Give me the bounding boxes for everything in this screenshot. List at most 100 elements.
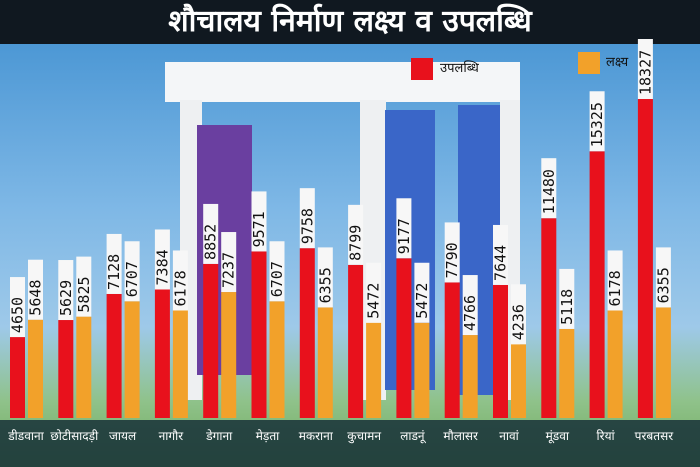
value-label-box bbox=[541, 158, 557, 219]
category-label-13: रियां bbox=[597, 429, 616, 443]
achievement-value-7: 9758 bbox=[298, 208, 316, 244]
value-label-box bbox=[462, 275, 478, 336]
achievement-value-6: 9571 bbox=[250, 211, 268, 247]
target-bar-10 bbox=[462, 335, 478, 418]
achievement-bar-4 bbox=[154, 289, 170, 418]
achievement-bar-11 bbox=[493, 284, 508, 418]
target-bar-11 bbox=[511, 344, 526, 418]
target-value-5: 7237 bbox=[220, 252, 238, 288]
achievement-bar-10 bbox=[444, 282, 460, 418]
achievement-bar-2 bbox=[58, 320, 74, 418]
achievement-value-10: 7790 bbox=[443, 242, 461, 278]
value-label-box bbox=[269, 241, 285, 302]
target-bar-8 bbox=[366, 322, 382, 418]
achievement-bar-12 bbox=[541, 218, 557, 418]
value-label-box bbox=[637, 39, 653, 100]
achievement-value-3: 7128 bbox=[105, 254, 123, 290]
achievement-value-8: 8799 bbox=[347, 225, 365, 261]
achievement-value-5: 8852 bbox=[202, 224, 220, 260]
target-bar-1 bbox=[28, 319, 43, 418]
category-strip bbox=[0, 420, 700, 467]
target-value-7: 6355 bbox=[316, 267, 334, 303]
category-label-9: लाडनूं bbox=[400, 429, 426, 444]
value-label-box bbox=[366, 262, 382, 323]
target-value-2: 5825 bbox=[75, 276, 93, 312]
legend-label-achievement: उपलब्धि bbox=[440, 60, 480, 76]
category-labels: डीडवाना छोटीसादड़ी जायल नागौर डेगाना मेड़ता मक… bbox=[7, 429, 674, 444]
value-label-box bbox=[76, 256, 92, 317]
achievement-bar-14 bbox=[637, 99, 653, 418]
legend-swatch-target bbox=[578, 52, 600, 74]
value-label-box bbox=[299, 188, 315, 249]
value-label-box bbox=[154, 229, 170, 290]
achievement-value-2: 5629 bbox=[57, 280, 75, 316]
target-bar-9 bbox=[414, 322, 430, 418]
achievement-bar-13 bbox=[589, 151, 605, 419]
target-bar-2 bbox=[76, 316, 92, 418]
category-label-6: मेड़ता bbox=[256, 429, 280, 443]
value-label-box bbox=[106, 233, 122, 294]
achievement-bar-5 bbox=[203, 263, 219, 418]
value-label-box bbox=[396, 198, 412, 259]
target-value-9: 5472 bbox=[413, 283, 431, 319]
value-label-box bbox=[10, 277, 25, 338]
title-bar bbox=[0, 0, 700, 44]
value-label-box bbox=[221, 232, 237, 293]
category-label-3: जायल bbox=[109, 429, 137, 443]
target-value-10: 4766 bbox=[461, 295, 479, 331]
category-label-11: नावां bbox=[499, 429, 519, 443]
bar-marks bbox=[10, 99, 671, 419]
value-label-box bbox=[348, 204, 364, 265]
target-bar-12 bbox=[559, 328, 575, 418]
category-label-10: मौलासर bbox=[443, 429, 479, 443]
target-bar-7 bbox=[317, 307, 333, 418]
achievement-bar-8 bbox=[348, 264, 364, 418]
target-bar-14 bbox=[655, 307, 671, 418]
achievement-value-12: 11480 bbox=[540, 169, 558, 214]
target-value-6: 6707 bbox=[268, 261, 286, 297]
target-value-14: 6355 bbox=[654, 267, 672, 303]
category-label-12: मूंडवा bbox=[546, 429, 570, 444]
target-bar-4 bbox=[172, 310, 188, 418]
category-label-4: नागौर bbox=[159, 429, 185, 443]
achievement-value-9: 9177 bbox=[395, 218, 413, 254]
category-label-14: परबतसर bbox=[635, 429, 675, 443]
category-label-1: डीडवाना bbox=[7, 429, 44, 443]
category-label-8: कुचामन bbox=[347, 429, 381, 444]
legend-swatch-achievement bbox=[411, 58, 433, 80]
value-label-box bbox=[607, 250, 623, 311]
value-label-box bbox=[511, 284, 526, 345]
target-bar-3 bbox=[124, 301, 140, 418]
value-label-box bbox=[203, 203, 219, 264]
achievement-value-13: 15325 bbox=[588, 102, 606, 147]
legend: उपलब्धि लक्ष्य bbox=[411, 52, 629, 80]
value-label-box bbox=[58, 260, 74, 321]
achievement-value-11: 7644 bbox=[492, 245, 510, 281]
category-label-7: मकराना bbox=[299, 429, 334, 443]
value-label-box bbox=[124, 241, 140, 302]
achievement-value-4: 7384 bbox=[153, 249, 171, 285]
value-label-box bbox=[655, 247, 671, 308]
value-label-box bbox=[589, 91, 605, 152]
target-bar-5 bbox=[221, 292, 237, 418]
target-value-11: 4236 bbox=[510, 304, 528, 340]
value-label-box bbox=[414, 262, 430, 323]
category-label-5: डेगाना bbox=[205, 429, 233, 443]
value-label-box bbox=[444, 222, 460, 283]
value-label-box bbox=[251, 191, 267, 252]
value-label-box bbox=[317, 247, 333, 308]
value-label-box bbox=[559, 268, 575, 329]
legend-label-target: लक्ष्य bbox=[606, 55, 629, 70]
target-value-3: 6707 bbox=[123, 261, 141, 297]
achievement-bar-7 bbox=[299, 248, 315, 418]
value-label-box bbox=[172, 250, 188, 311]
achievement-value-1: 4650 bbox=[9, 297, 27, 333]
target-value-8: 5472 bbox=[365, 283, 383, 319]
chart-title: शौचालय निर्माण लक्ष्य व उपलब्धि bbox=[168, 4, 532, 39]
target-bar-6 bbox=[269, 301, 285, 418]
achievement-bar-1 bbox=[10, 337, 25, 418]
achievement-bar-6 bbox=[251, 251, 267, 418]
